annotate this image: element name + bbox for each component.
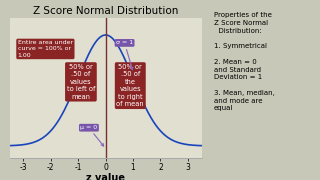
Text: 50% or
.50 of
values
to left of
mean: 50% or .50 of values to left of mean (67, 64, 95, 100)
Title: Z Score Normal Distribution: Z Score Normal Distribution (33, 6, 178, 16)
Text: σ = 1: σ = 1 (116, 40, 133, 70)
Text: 50% or
.50 of
the
values
to right
of mean: 50% or .50 of the values to right of mea… (116, 64, 144, 107)
X-axis label: z value: z value (86, 173, 125, 180)
Text: Entire area under
curve = 100% or
1.00: Entire area under curve = 100% or 1.00 (18, 40, 73, 58)
Text: μ = 0: μ = 0 (80, 125, 104, 146)
Text: Properties of the
Z Score Normal
  Distribution:

1. Symmetrical

2. Mean = 0
an: Properties of the Z Score Normal Distrib… (214, 12, 275, 111)
